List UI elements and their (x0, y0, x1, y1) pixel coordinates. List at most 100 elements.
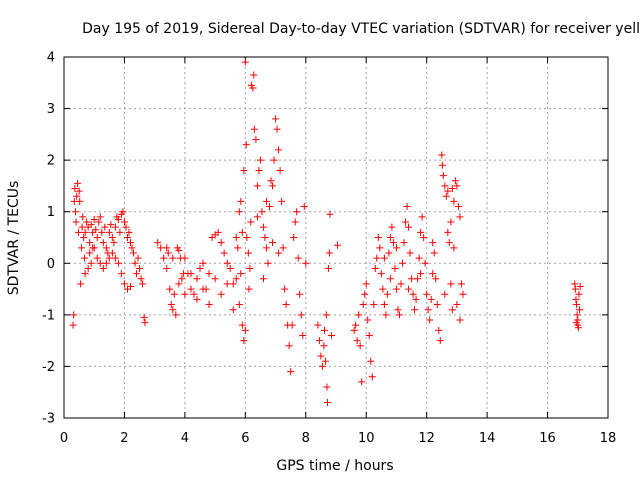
data-point-marker (380, 301, 388, 309)
data-point-marker (126, 282, 134, 290)
data-point-marker (79, 213, 87, 221)
data-point-marker (275, 249, 283, 257)
data-point-marker (255, 166, 263, 174)
data-point-marker (249, 84, 257, 92)
x-tick-label: 8 (302, 431, 310, 446)
data-point-marker (426, 316, 434, 324)
data-point-marker (89, 244, 97, 252)
data-point-marker (105, 228, 113, 236)
data-point-marker (572, 319, 580, 327)
data-point-marker (420, 234, 428, 241)
data-point-marker (164, 249, 172, 257)
data-point-marker (314, 321, 322, 329)
x-tick-label: 2 (120, 431, 128, 446)
data-point-marker (456, 213, 464, 221)
data-point-marker (240, 166, 248, 174)
data-point-marker (285, 342, 293, 350)
data-point-marker (373, 254, 381, 262)
data-point-marker (352, 321, 360, 329)
data-point-marker (379, 285, 387, 293)
data-point-marker (445, 239, 453, 247)
data-point-marker (322, 311, 330, 319)
data-point-marker (411, 306, 419, 314)
data-point-marker (299, 331, 307, 339)
x-tick-label: 6 (241, 431, 249, 446)
data-point-marker (73, 192, 81, 200)
data-point-marker (72, 218, 80, 226)
data-point-marker (93, 254, 101, 262)
data-point-marker (327, 331, 335, 339)
data-point-marker (110, 239, 118, 247)
data-point-marker (107, 221, 115, 229)
data-point-marker (386, 275, 394, 283)
data-point-marker (353, 337, 361, 345)
y-tick-label: 4 (47, 51, 55, 66)
data-point-marker (119, 208, 127, 216)
data-point-marker (417, 228, 425, 236)
data-point-marker (187, 270, 195, 278)
data-point-marker (364, 316, 372, 324)
data-point-marker (389, 239, 397, 247)
data-point-marker (74, 179, 82, 187)
data-point-marker (108, 249, 116, 257)
data-point-marker (114, 215, 122, 223)
data-point-marker (377, 270, 385, 278)
data-point-marker (125, 228, 133, 236)
data-point-marker (450, 244, 458, 252)
data-point-marker (276, 166, 284, 174)
data-point-marker (160, 254, 168, 262)
data-point-marker (386, 234, 394, 241)
data-point-marker (246, 264, 254, 272)
data-point-marker (415, 254, 423, 262)
y-tick-label: 3 (47, 102, 55, 117)
data-point-marker (253, 182, 261, 190)
data-point-marker (293, 208, 301, 216)
data-point-marker (272, 115, 280, 123)
data-point-marker (245, 285, 253, 293)
data-point-marker (438, 161, 446, 169)
data-point-marker (259, 223, 267, 231)
data-point-marker (134, 254, 142, 262)
data-point-marker (453, 301, 461, 309)
data-point-marker (214, 228, 222, 236)
data-point-marker (388, 223, 396, 231)
data-point-marker (321, 326, 329, 334)
data-point-marker (84, 264, 92, 272)
data-point-marker (439, 172, 447, 180)
data-point-marker (380, 254, 388, 262)
data-point-marker (238, 228, 246, 236)
data-point-marker (374, 234, 382, 241)
data-point-marker (193, 275, 201, 283)
data-point-marker (98, 228, 106, 236)
data-point-marker (427, 295, 435, 303)
data-point-marker (154, 239, 162, 247)
data-point-marker (81, 254, 89, 262)
data-point-marker (253, 213, 261, 221)
data-point-marker (325, 249, 333, 257)
y-tick-labels: -3 -2 -1 0 1 2 3 4 (42, 51, 55, 427)
chart-title: Day 195 of 2019, Sidereal Day-to-day VTE… (82, 21, 640, 37)
data-point-marker (120, 218, 128, 226)
data-point-marker (315, 337, 323, 345)
data-point-marker (275, 146, 283, 154)
data-point-marker (92, 226, 100, 234)
data-point-marker (406, 249, 414, 257)
data-point-marker (243, 234, 251, 241)
data-point-marker (453, 182, 461, 190)
data-point-marker (199, 285, 207, 293)
data-point-marker (211, 275, 219, 283)
data-point-marker (140, 313, 148, 321)
data-point-marker (250, 71, 258, 79)
data-point-marker (573, 311, 581, 319)
data-point-marker (326, 210, 334, 218)
data-point-marker (75, 187, 83, 195)
data-point-marker (105, 254, 113, 262)
data-point-marker (220, 249, 228, 257)
data-point-marker (444, 187, 452, 195)
data-points (69, 58, 584, 407)
data-point-marker (217, 290, 225, 298)
data-point-marker (261, 234, 269, 241)
data-point-marker (237, 197, 245, 205)
data-point-marker (447, 280, 455, 288)
data-point-marker (196, 264, 204, 272)
